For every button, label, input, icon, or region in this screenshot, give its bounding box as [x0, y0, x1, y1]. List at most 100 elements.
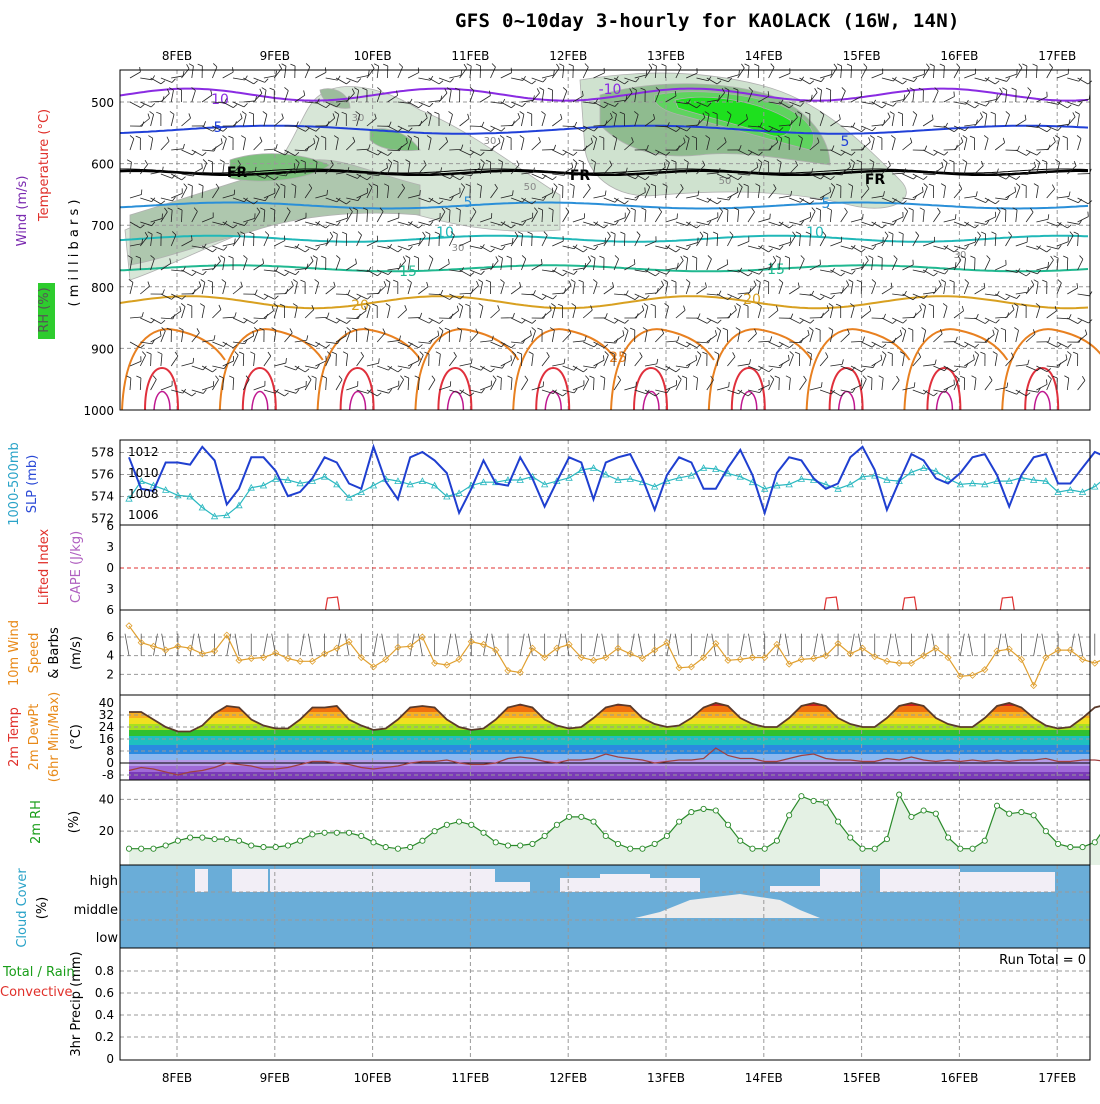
cloud-gap-high: [770, 886, 820, 892]
wind-barb: [1016, 174, 1028, 175]
surface-wind-barb: [1034, 634, 1038, 656]
lifted-tick: 3: [106, 540, 114, 554]
wind-barb-flag: [652, 64, 656, 66]
pressure-units-label: ( m i l l i b a r s ): [67, 200, 82, 307]
pressure-tick: 1000: [83, 404, 114, 418]
contour-label: 10: [436, 225, 454, 241]
wind-barb-flag: [957, 64, 960, 68]
temp-band: [120, 700, 1090, 706]
surface-wind-barb: [859, 634, 863, 656]
cloud-gap-high: [820, 869, 860, 892]
rh-marker: [139, 846, 144, 851]
precip-total-label: Total / Rain: [2, 965, 75, 980]
pressure-tick: 500: [91, 96, 114, 110]
rh-marker: [994, 803, 999, 808]
wind-barb-flag: [374, 64, 378, 66]
thickness-tick: 576: [91, 468, 114, 482]
rh-marker: [481, 830, 486, 835]
precip-convective-label: Convective: [0, 985, 73, 1000]
contour-label: 30: [484, 136, 497, 147]
rh-marker: [518, 843, 523, 848]
wind-barb: [346, 318, 358, 319]
lifted-spike: [325, 597, 339, 610]
date-label-top: 17FEB: [1038, 49, 1076, 63]
cloud-units-label: (%): [35, 897, 50, 920]
contour-label: FR: [227, 165, 248, 181]
wind-barb-flag: [559, 64, 563, 66]
wind10-units-label: (m/s): [69, 636, 84, 670]
wind10-barbs-label: & Barbs: [47, 627, 62, 679]
surface-wind-barb: [887, 634, 891, 656]
contour-label: FR: [570, 168, 591, 184]
dew2m-axis-label: 2m DewPt: [27, 704, 42, 771]
wind10-tick: 6: [106, 630, 114, 644]
surface-wind-barb: [382, 634, 386, 656]
cloud-gap-high: [270, 869, 495, 892]
rh-marker: [444, 822, 449, 827]
wind-barb-flag: [1022, 64, 1027, 66]
wind-barb-flag: [741, 64, 744, 68]
contour-label: 25: [609, 350, 627, 366]
wind-barb-flag: [306, 63, 310, 66]
rh-marker: [554, 822, 559, 827]
rh-marker: [664, 833, 669, 838]
lifted-tick: 3: [106, 582, 114, 596]
minmax-axis-label: (6hr Min/Max): [47, 692, 62, 782]
contour-label: -10: [599, 82, 622, 98]
rh-marker: [1080, 844, 1085, 849]
rh2m-tick: 40: [99, 792, 114, 806]
rh-marker: [126, 846, 131, 851]
wind-barb-flag: [847, 64, 852, 66]
rh-marker: [212, 837, 217, 842]
wind-barb-flag: [1033, 64, 1038, 66]
rh-marker: [456, 819, 461, 824]
wind-barb-flag: [372, 64, 375, 68]
surface-wind-barb: [263, 634, 267, 656]
wind-barb: [758, 66, 759, 78]
wind-barb-flag: [863, 214, 864, 219]
contour-label: 30: [352, 113, 365, 124]
rh-marker: [359, 833, 364, 838]
contour-label: 5: [841, 134, 850, 150]
precip-tick: 0.8: [95, 964, 114, 978]
date-label-bottom: 10FEB: [354, 1071, 392, 1085]
rh-marker: [909, 814, 914, 819]
wind-barb-flag: [940, 64, 945, 66]
rh-marker: [835, 819, 840, 824]
rh-marker: [860, 846, 865, 851]
pressure-tick: 900: [91, 342, 114, 356]
rh-marker: [1092, 840, 1097, 845]
date-label-top: 11FEB: [451, 49, 489, 63]
date-label-bottom: 8FEB: [162, 1071, 192, 1085]
rh-marker: [371, 840, 376, 845]
cloud-level-label: middle: [74, 903, 118, 918]
rh-marker: [151, 846, 156, 851]
rh-marker: [249, 843, 254, 848]
date-label-bottom: 13FEB: [647, 1071, 685, 1085]
cloud-gap-high: [650, 878, 700, 892]
wind-barb-flag: [327, 190, 328, 195]
wind-barb-flag: [290, 64, 295, 66]
wind-barb-flag: [569, 64, 574, 66]
rh-marker: [261, 844, 266, 849]
rh-marker: [970, 846, 975, 851]
rh-axis-label: RH (%): [37, 287, 52, 332]
wind-barb-flag: [213, 63, 217, 66]
temp2m-axis-label: 2m Temp: [7, 707, 22, 767]
rh-marker: [1043, 829, 1048, 834]
cloud-level-label: high: [90, 874, 118, 889]
date-label-bottom: 9FEB: [260, 1071, 290, 1085]
wind10-speed-label: Speed: [27, 633, 42, 674]
wind-barb-flag: [864, 64, 867, 68]
wind10-tick: 2: [106, 667, 114, 681]
wind-axis-label: Wind (m/s): [15, 176, 30, 247]
rh-marker: [933, 811, 938, 816]
rh-marker: [799, 794, 804, 799]
rh2m-tick: 20: [99, 824, 114, 838]
wind-barb-flag: [837, 64, 841, 66]
rh-marker: [1056, 841, 1061, 846]
date-label-top: 15FEB: [843, 49, 881, 63]
contour-label: FR: [865, 172, 886, 188]
wind-barb-flag: [476, 64, 481, 66]
rh-marker: [530, 841, 535, 846]
